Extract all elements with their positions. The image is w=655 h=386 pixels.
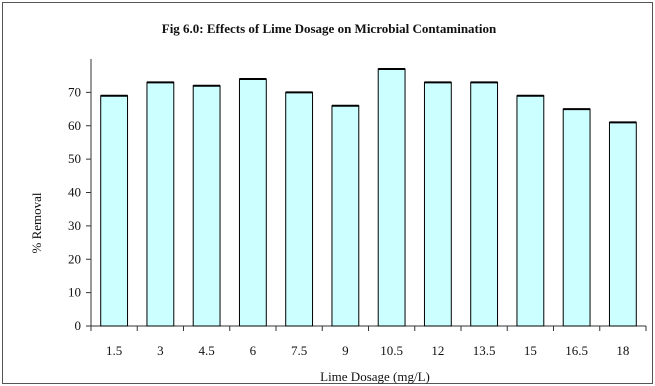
x-tick-label: 15 — [524, 343, 537, 358]
bar — [423, 81, 452, 327]
y-tick-label: 30 — [68, 218, 81, 233]
x-tick-label: 18 — [616, 343, 629, 358]
x-tick-label: 4.5 — [199, 343, 215, 358]
x-tick-label: 1.5 — [106, 343, 122, 358]
x-tick-label: 3 — [157, 343, 164, 358]
bar — [377, 68, 406, 327]
x-tick-label: 16.5 — [565, 343, 588, 358]
y-tick-label: 10 — [68, 285, 81, 300]
bar — [100, 95, 129, 327]
bar — [192, 85, 221, 327]
x-tick-label: 13.5 — [473, 343, 496, 358]
bar — [470, 81, 499, 327]
bar-chart: Fig 6.0: Effects of Lime Dosage on Micro… — [29, 21, 647, 384]
y-tick-label: 60 — [68, 118, 81, 133]
x-tick-label: 10.5 — [380, 343, 403, 358]
y-tick-label: 70 — [68, 84, 81, 99]
bar — [516, 95, 545, 327]
bar — [238, 78, 267, 327]
x-tick-label: 7.5 — [291, 343, 307, 358]
y-axis-label: % Removal — [29, 192, 44, 253]
bar — [608, 121, 637, 327]
x-tick-label: 6 — [250, 343, 257, 358]
y-tick-label: 40 — [68, 185, 81, 200]
chart-title: Fig 6.0: Effects of Lime Dosage on Micro… — [162, 21, 497, 36]
y-tick-label: 50 — [68, 151, 81, 166]
x-tick-label: 9 — [342, 343, 349, 358]
x-axis-label: Lime Dosage (mg/L) — [320, 369, 430, 384]
y-tick-label: 0 — [75, 318, 82, 333]
bar — [285, 91, 314, 327]
plot-area: 0 10 20 30 40 50 60 70 1.5 3 4.5 6 7.5 9 10.5 12 13.5 15 1… — [68, 59, 647, 358]
x-tick-label: 12 — [431, 343, 444, 358]
bar — [562, 108, 591, 327]
y-tick-label: 20 — [68, 251, 81, 266]
bar — [146, 81, 175, 327]
bar — [331, 105, 360, 327]
